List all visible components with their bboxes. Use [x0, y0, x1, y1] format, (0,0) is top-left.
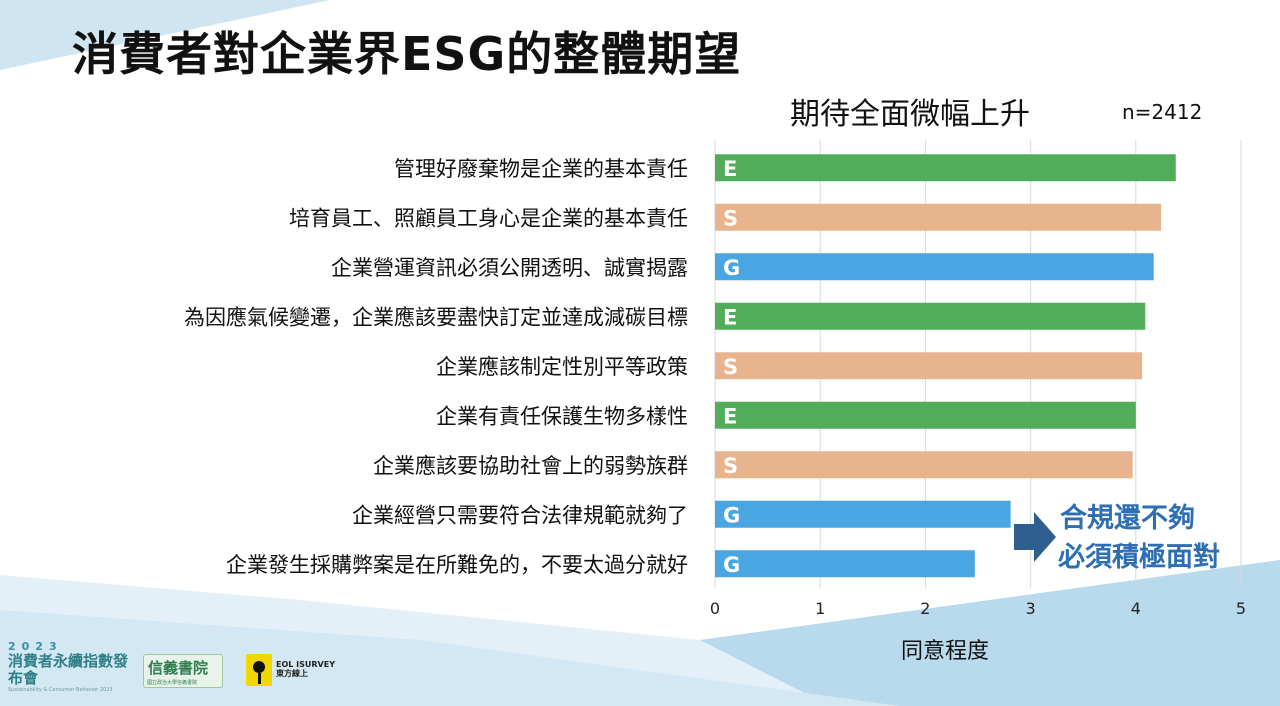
- category-label: 培育員工、照顧員工身心是企業的基本責任: [289, 206, 688, 230]
- bar: [715, 253, 1154, 281]
- esg-tag-label: E: [723, 157, 737, 181]
- event-logo: 2023 消費者永續指數發布會 Sustainability & Consume…: [8, 640, 128, 693]
- annotation-line-2: 必須積極面對: [1058, 542, 1220, 573]
- bars: [715, 154, 1176, 578]
- xinyi-logo: 信義書院 國立政治大學信義書院: [143, 654, 223, 688]
- eol-logo: EOL ISURVEY 東方線上: [246, 654, 335, 688]
- x-tick-label: 3: [1026, 599, 1036, 618]
- bar: [715, 302, 1146, 330]
- slide-title: 消費者對企業界ESG的整體期望: [72, 27, 742, 81]
- event-name: 消費者永續指數發布會: [8, 652, 129, 687]
- partner2-name: EOL ISURVEY: [276, 660, 335, 669]
- bar: [715, 401, 1136, 429]
- x-tick-label: 2: [920, 599, 930, 618]
- x-tick-label: 0: [710, 599, 720, 618]
- chart-labels: 0 1 2 3 4 5 E 管理好廢棄物是企業的基本責任 S 培育員工、照顧員工身心是企業的基本責…: [184, 157, 1246, 618]
- category-label: 企業應該制定性別平等政策: [436, 355, 688, 379]
- esg-tag-label: S: [723, 206, 738, 230]
- category-label: 企業經營只需要符合法律規範就夠了: [352, 503, 688, 527]
- esg-tag-label: E: [723, 305, 737, 329]
- partner2-sub: 東方線上: [276, 669, 308, 678]
- esg-tag-label: S: [723, 355, 738, 379]
- esg-tag-label: E: [723, 404, 737, 428]
- bar: [715, 203, 1162, 231]
- partner1-sub: 國立政治大學信義書院: [147, 680, 198, 686]
- partner1-name: 信義書院: [148, 659, 209, 677]
- x-tick-label: 5: [1236, 599, 1246, 618]
- category-label: 管理好廢棄物是企業的基本責任: [394, 157, 688, 181]
- category-label: 企業有責任保護生物多樣性: [436, 404, 688, 428]
- bar: [715, 352, 1143, 380]
- bar: [715, 550, 975, 578]
- esg-tag-label: G: [723, 503, 740, 527]
- annotation-arrow-icon: [1014, 512, 1056, 562]
- esg-tag-label: S: [723, 454, 738, 478]
- chart-title: 期待全面微幅上升: [790, 97, 1030, 132]
- annotation-line-1: 合規還不夠: [1060, 502, 1195, 534]
- category-label: 企業發生採購弊案是在所難免的，不要太過分就好: [226, 553, 688, 577]
- bar: [715, 154, 1176, 182]
- category-label: 企業應該要協助社會上的弱勢族群: [373, 454, 688, 478]
- sample-size: n=2412: [1122, 100, 1202, 124]
- category-label: 企業營運資訊必須公開透明、誠實揭露: [331, 256, 688, 280]
- bar: [715, 451, 1133, 479]
- eol-eye-icon: [246, 654, 272, 686]
- x-tick-label: 1: [815, 599, 825, 618]
- bar: [715, 500, 1011, 528]
- x-axis-label: 同意程度: [901, 639, 989, 664]
- esg-tag-label: G: [723, 256, 740, 280]
- category-label: 為因應氣候變遷，企業應該要盡快訂定並達成減碳目標: [184, 305, 688, 329]
- esg-tag-label: G: [723, 553, 740, 577]
- event-year: 2023: [8, 640, 63, 653]
- x-tick-label: 4: [1131, 599, 1141, 618]
- event-subtitle: Sustainability & Consumer Behavior 2023: [8, 687, 113, 693]
